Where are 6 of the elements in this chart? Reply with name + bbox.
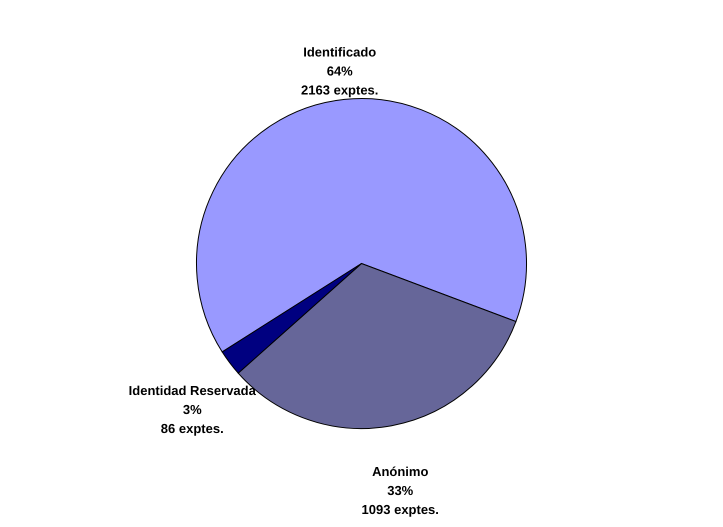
slice-label: Identidad Reservada [128,383,257,398]
data-label: 64% 2163 exptes. [301,64,378,98]
data-label: 3% 86 exptes. [160,402,224,436]
data-label: 33% 1093 exptes. [362,482,439,517]
slice-label: Anónimo [372,464,428,479]
slice-label: Identificado [303,44,376,60]
